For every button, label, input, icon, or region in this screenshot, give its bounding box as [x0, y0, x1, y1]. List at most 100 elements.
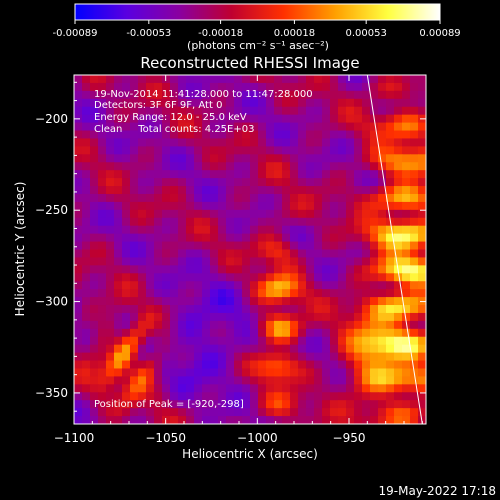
heatmap-cell	[314, 344, 323, 354]
heatmap-cell	[402, 312, 411, 322]
heatmap-cell	[394, 384, 403, 393]
heatmap-cell	[170, 249, 179, 259]
heatmap-cell	[162, 392, 171, 401]
heatmap-cell	[370, 241, 379, 251]
heatmap-cell	[138, 241, 147, 251]
heatmap-cell	[370, 257, 379, 266]
heatmap-cell	[354, 249, 363, 259]
heatmap-cell	[290, 154, 299, 163]
heatmap-cell	[282, 138, 291, 147]
heatmap-cell	[234, 336, 243, 346]
heatmap-cell	[74, 193, 83, 203]
heatmap-cell	[226, 305, 235, 314]
heatmap-cell	[322, 289, 331, 298]
heatmap-cell	[122, 352, 131, 362]
heatmap-cell	[154, 360, 163, 370]
heatmap-cell	[138, 257, 147, 266]
heatmap-cell	[330, 289, 339, 298]
heatmap-cell	[146, 273, 155, 282]
heatmap-cell	[90, 360, 99, 370]
heatmap-cell	[386, 146, 395, 155]
heatmap-cell	[234, 297, 243, 306]
heatmap-cell	[130, 297, 139, 306]
heatmap-cell	[298, 217, 307, 227]
heatmap-cell	[154, 178, 163, 187]
heatmap-cell	[74, 336, 83, 346]
heatmap-cell	[322, 344, 331, 354]
heatmap-cell	[146, 297, 155, 306]
heatmap-cell	[402, 114, 411, 124]
heatmap-cell	[98, 312, 107, 322]
heatmap-cell	[130, 154, 139, 163]
heatmap-cell	[282, 312, 291, 322]
heatmap-cell	[386, 122, 395, 132]
heatmap-cell	[250, 352, 259, 362]
heatmap-cell	[130, 106, 139, 116]
heatmap-cell	[218, 336, 227, 346]
heatmap-cell	[250, 209, 259, 219]
heatmap-cell	[418, 265, 426, 274]
heatmap-cell	[122, 130, 131, 140]
heatmap-cell	[146, 408, 155, 417]
heatmap-cell	[314, 408, 323, 417]
heatmap-cell	[258, 305, 267, 314]
heatmap-cell	[202, 209, 211, 219]
heatmap-cell	[242, 416, 251, 424]
heatmap-cell	[226, 289, 235, 298]
heatmap-cell	[322, 297, 331, 306]
heatmap-cell	[218, 193, 227, 203]
heatmap-cell	[410, 201, 419, 211]
heatmap-cell	[346, 336, 355, 346]
heatmap-cell	[346, 265, 355, 274]
heatmap-cell	[410, 90, 419, 100]
heatmap-cell	[130, 400, 139, 409]
heatmap-cell	[170, 90, 179, 100]
heatmap-cell	[298, 233, 307, 243]
heatmap-cell	[410, 122, 419, 132]
heatmap-cell	[362, 328, 371, 338]
heatmap-cell	[202, 297, 211, 306]
heatmap-cell	[226, 178, 235, 187]
heatmap-cell	[170, 376, 179, 385]
heatmap-cell	[122, 193, 131, 203]
heatmap-cell	[138, 400, 147, 409]
heatmap-cell	[394, 130, 403, 140]
heatmap-cell	[330, 400, 339, 409]
heatmap-cell	[386, 106, 395, 116]
heatmap-cell	[338, 400, 347, 409]
heatmap-cell	[138, 312, 147, 322]
heatmap-cell	[346, 130, 355, 140]
heatmap-cell	[178, 273, 187, 282]
heatmap-cell	[250, 376, 259, 385]
heatmap-cell	[210, 146, 219, 155]
heatmap-cell	[202, 122, 211, 132]
heatmap-cell	[274, 408, 283, 417]
heatmap-cell	[234, 106, 243, 116]
heatmap-cell	[170, 225, 179, 235]
heatmap-cell	[74, 265, 83, 274]
heatmap-cell	[354, 352, 363, 362]
heatmap-cell	[282, 146, 291, 155]
heatmap-cell	[338, 257, 347, 266]
heatmap-cell	[130, 130, 139, 140]
heatmap-cell	[322, 154, 331, 163]
heatmap-cell	[234, 368, 243, 378]
heatmap-cell	[210, 344, 219, 354]
heatmap-cell	[258, 154, 267, 163]
heatmap-cell	[218, 273, 227, 282]
heatmap-cell	[186, 75, 195, 84]
heatmap-cell	[114, 106, 123, 116]
heatmap-cell	[298, 106, 307, 116]
heatmap-cell	[98, 360, 107, 370]
heatmap-cell	[162, 289, 171, 298]
heatmap-cell	[266, 90, 275, 100]
heatmap-cell	[306, 130, 315, 140]
heatmap-cell	[154, 138, 163, 147]
heatmap-cell	[130, 146, 139, 155]
heatmap-cell	[226, 75, 235, 84]
heatmap-cell	[290, 344, 299, 354]
heatmap-cell	[298, 305, 307, 314]
heatmap-cell	[218, 138, 227, 147]
heatmap-cell	[106, 273, 115, 282]
